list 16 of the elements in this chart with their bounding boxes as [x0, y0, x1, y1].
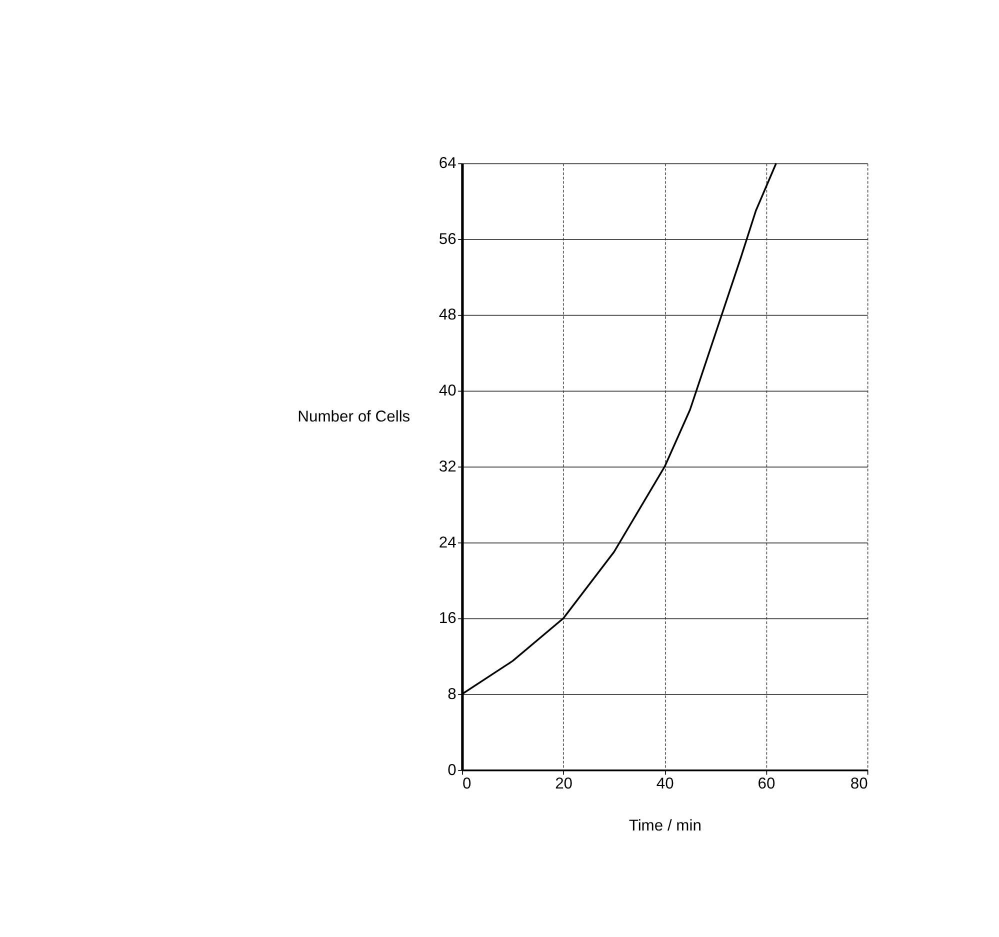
- y-tick-label: 56: [438, 230, 457, 248]
- x-tick-label: 60: [758, 776, 776, 793]
- x-axis-title: Time / min: [628, 818, 702, 835]
- y-tick-label: 40: [438, 382, 457, 400]
- y-tick-label: 0: [448, 762, 457, 779]
- x-tick-label: 40: [656, 776, 674, 793]
- x-tick-label: 0: [462, 776, 472, 793]
- y-axis-title: Number of Cells: [298, 408, 410, 426]
- y-tick-label: 48: [438, 306, 457, 324]
- y-tick-label: 16: [438, 610, 457, 628]
- x-tick-label: 80: [850, 776, 868, 793]
- y-tick-label: 32: [438, 458, 456, 476]
- y-tick-label: 8: [448, 686, 457, 703]
- y-tick-label: 24: [438, 534, 457, 552]
- y-tick-label: 64: [438, 155, 457, 172]
- x-tick-label: 20: [555, 776, 573, 793]
